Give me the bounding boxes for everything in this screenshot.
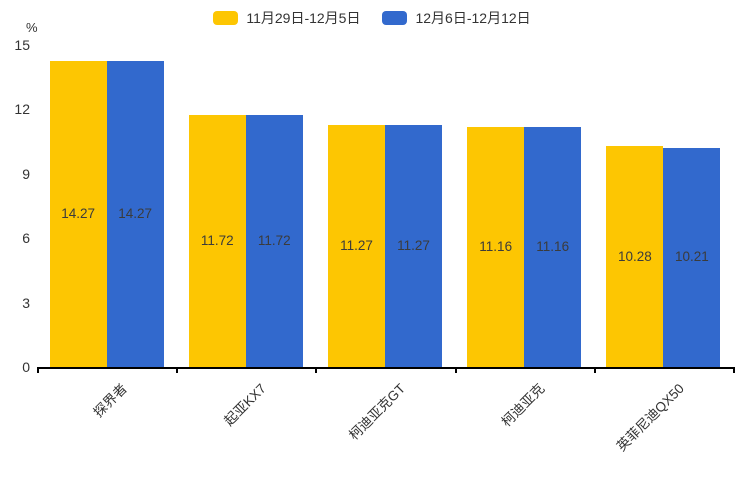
bar-value-label: 11.27: [397, 238, 430, 254]
chart-legend: 11月29日-12月5日 12月6日-12月12日: [0, 8, 744, 28]
bar-value-label: 11.16: [536, 239, 570, 255]
y-tick-label-0: 0: [22, 359, 30, 375]
legend-swatch-blue-icon: [382, 11, 408, 25]
x-category-label-3: 柯迪亚克GT: [346, 380, 409, 443]
bar-value-label: 11.72: [257, 233, 291, 249]
bar-value-label: 11.16: [479, 239, 513, 255]
bar-探界者-series1[interactable]: [49, 60, 107, 367]
y-tick-label-3: 3: [22, 294, 30, 311]
bar-value-label: 10.21: [674, 249, 709, 265]
y-tick-label-12: 12: [14, 101, 30, 118]
x-axis-tick: [37, 367, 39, 373]
x-axis-tick: [593, 367, 596, 373]
x-category-label-2: 起亚KX7: [221, 380, 270, 429]
bar-value-label: 10.28: [617, 248, 652, 264]
legend-swatch-yellow-icon: [213, 11, 239, 25]
y-tick-label-6: 6: [22, 230, 30, 247]
bar-探界者-series2[interactable]: [106, 60, 164, 367]
x-category-label-1: 探界者: [90, 380, 131, 421]
legend-item-week2[interactable]: 12月6日-12月12日: [382, 8, 531, 28]
x-category-label-5: 英菲尼迪QX50: [613, 380, 687, 455]
bar-value-label: 14.27: [61, 205, 95, 221]
x-axis-tick: [176, 367, 179, 373]
x-axis-line: [37, 367, 733, 369]
y-tick-label-9: 9: [22, 165, 30, 182]
bar-柯迪亚克-series2[interactable]: [524, 127, 582, 367]
y-axis-unit-label: %: [26, 20, 38, 35]
x-axis-tick: [315, 367, 318, 373]
bar-英菲尼迪QX50-series1[interactable]: [606, 146, 664, 367]
bar-value-label: 14.27: [118, 205, 152, 221]
bar-柯迪亚克GT-series1[interactable]: [328, 125, 385, 367]
bar-value-label: 11.27: [340, 238, 373, 254]
bar-起亚KX7-series2[interactable]: [245, 115, 303, 367]
bar-英菲尼迪QX50-series2[interactable]: [663, 147, 721, 367]
x-axis-tick: [454, 367, 457, 373]
bar-柯迪亚克GT-series2[interactable]: [385, 125, 442, 367]
x-axis-tick: [733, 367, 735, 373]
bar-柯迪亚克-series1[interactable]: [467, 127, 525, 367]
bar-value-label: 11.72: [200, 233, 234, 249]
x-category-label-4: 柯迪亚克: [498, 380, 548, 430]
legend-label-week2: 12月6日-12月12日: [415, 10, 531, 26]
legend-label-week1: 11月29日-12月5日: [246, 10, 361, 26]
legend-item-week1[interactable]: 11月29日-12月5日: [213, 8, 360, 28]
y-tick-label-15: 15: [14, 37, 30, 53]
bar-起亚KX7-series1[interactable]: [188, 115, 246, 367]
